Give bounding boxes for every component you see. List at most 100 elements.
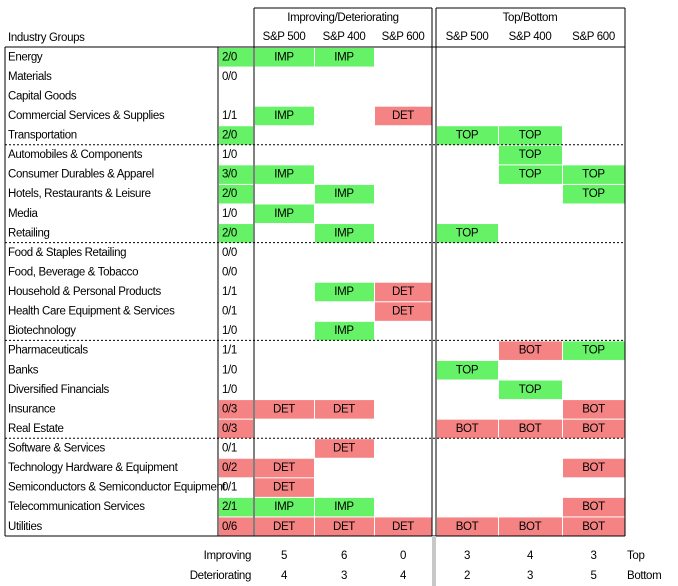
signal: IMP <box>334 188 354 200</box>
signal: TOP <box>582 345 605 357</box>
signal-cell <box>499 126 562 145</box>
signal: IMP <box>274 110 294 122</box>
signal: DET <box>333 443 355 455</box>
summary-value: 6 <box>341 550 347 562</box>
signal-cell <box>563 184 625 204</box>
industry-name: Media <box>8 208 39 220</box>
signal-cell <box>563 458 625 478</box>
ratio-highlight <box>219 458 253 478</box>
signal: DET <box>273 521 295 533</box>
signal-cell <box>563 419 625 439</box>
ratio-highlight <box>219 517 253 536</box>
ratio-highlight <box>219 48 253 67</box>
ratio: 1/0 <box>222 364 237 376</box>
signal-cell <box>315 48 374 67</box>
signal: DET <box>333 521 355 533</box>
column-header: S&P 500 <box>446 31 489 43</box>
signal: TOP <box>519 149 542 161</box>
signal: BOT <box>456 423 479 435</box>
industry-name: Commercial Services & Supplies <box>8 110 165 122</box>
signal-cell <box>315 321 374 341</box>
summary-value: 3 <box>464 550 470 562</box>
signal: DET <box>273 462 295 474</box>
industry-name: Food, Beverage & Tobacco <box>8 266 138 278</box>
signal-cell <box>437 419 498 439</box>
column-header: S&P 600 <box>382 31 425 43</box>
signal: IMP <box>334 325 354 337</box>
ratio: 1/0 <box>222 149 237 161</box>
group-header: Top/Bottom <box>503 12 558 24</box>
industry-name: Household & Personal Products <box>8 286 161 298</box>
industry-name: Insurance <box>8 403 55 415</box>
industry-name: Retailing <box>8 227 50 239</box>
ratio: 2/0 <box>222 188 237 200</box>
industry-name: Transportation <box>8 130 77 142</box>
signal: DET <box>273 403 295 415</box>
signal-cell <box>499 419 562 439</box>
ratio-highlight <box>219 419 253 439</box>
summary-value: 5 <box>590 570 596 582</box>
signal: DET <box>392 110 414 122</box>
signal-cell <box>499 165 562 184</box>
signal-cell <box>375 282 432 302</box>
signal-cell <box>255 400 314 419</box>
signal-cell <box>499 517 562 536</box>
ratio-highlight <box>219 126 253 145</box>
ratio-highlight <box>219 165 253 184</box>
signal-cell <box>255 497 314 517</box>
ratio: 0/0 <box>222 247 237 259</box>
summary-note: Bottom <box>627 570 661 582</box>
ratio: 0/1 <box>222 306 237 318</box>
signal-cell <box>499 380 562 400</box>
signal: IMP <box>334 227 354 239</box>
signal: BOT <box>582 403 605 415</box>
signal-cell <box>255 48 314 67</box>
ratio-highlight <box>219 400 253 419</box>
summary-value: 4 <box>527 550 534 562</box>
signal-cell <box>255 478 314 497</box>
industry-name: Semiconductors & Semiconductor Equipment <box>8 482 227 494</box>
signal: BOT <box>582 423 605 435</box>
ratio: 2/0 <box>222 227 237 239</box>
signal: BOT <box>519 423 542 435</box>
ratio: 0/0 <box>222 71 237 83</box>
industry-name: Technology Hardware & Equipment <box>8 462 179 474</box>
ratio: 0/3 <box>222 423 237 435</box>
column-header: S&P 600 <box>572 31 615 43</box>
industry-name: Food & Staples Retailing <box>8 247 126 259</box>
summary-value: 2 <box>464 570 470 582</box>
signal: BOT <box>582 521 605 533</box>
ratio: 2/0 <box>222 51 237 63</box>
signal-cell <box>375 302 432 321</box>
signal-cell <box>255 204 314 224</box>
signal-cell <box>255 165 314 184</box>
signal-cell <box>315 400 374 419</box>
signal-cell <box>315 282 374 302</box>
signal: BOT <box>519 345 542 357</box>
signal-cell <box>563 400 625 419</box>
ratio: 1/1 <box>222 110 237 122</box>
signal: BOT <box>519 521 542 533</box>
column-header: S&P 400 <box>509 31 552 43</box>
summary-value: 3 <box>341 570 347 582</box>
signal-cell <box>437 360 498 380</box>
signal: TOP <box>456 130 479 142</box>
industry-name: Hotels, Restaurants & Leisure <box>8 188 151 200</box>
signal: BOT <box>582 501 605 513</box>
signal-cell <box>255 458 314 478</box>
industry-name: Biotechnology <box>8 325 76 337</box>
row-header: Industry Groups <box>8 32 85 44</box>
ratio: 0/0 <box>222 266 237 278</box>
signal-cell <box>375 106 432 126</box>
signal-cell <box>563 165 625 184</box>
signal: TOP <box>519 130 542 142</box>
signal-cell <box>315 184 374 204</box>
ratio-highlight <box>219 224 253 243</box>
signal: IMP <box>274 501 294 513</box>
signal: IMP <box>274 208 294 220</box>
ratio: 0/1 <box>222 482 237 494</box>
ratio-highlight <box>219 497 253 517</box>
signal-cell <box>563 497 625 517</box>
ratio-highlight <box>219 184 253 204</box>
